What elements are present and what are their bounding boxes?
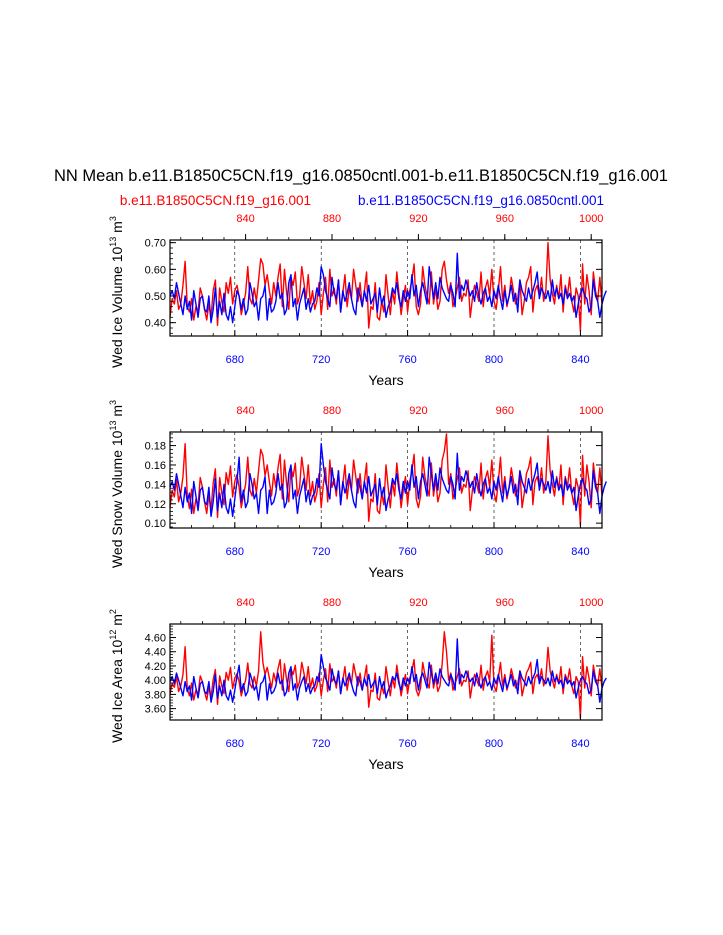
- x-tick-label-top: 1000: [579, 405, 603, 417]
- x-tick-label-top: 840: [236, 213, 254, 225]
- chart-panel-3: 3.60 3.80 4.00 4.20 4.40 4.60 680 720 760 800 840 8…: [108, 597, 607, 772]
- x-tick-label-bottom: 680: [226, 354, 244, 366]
- series-line-red: [169, 241, 603, 332]
- series-line-red: [169, 433, 603, 526]
- y-axis-label-ylabel: Wed Ice Volume 10: [109, 247, 125, 368]
- y-axis-label: Wed Ice Volume 1013 m3: [108, 216, 125, 368]
- x-tick-label-top: 920: [409, 213, 427, 225]
- y-axis-label-ylabel-sup: 12: [108, 630, 118, 640]
- x-tick-label-top: 960: [496, 213, 514, 225]
- x-tick-label-top: 960: [496, 597, 514, 609]
- x-tick-label-top: 840: [236, 597, 254, 609]
- x-tick-label-top: 880: [323, 213, 341, 225]
- x-axis-label: Years: [368, 372, 403, 388]
- legend-red-label: b.e11.B1850C5CN.f19_g16.001: [120, 193, 311, 208]
- x-tick-label-top: 920: [409, 597, 427, 609]
- y-tick-label: 0.12: [145, 499, 166, 511]
- x-tick-label-top: 920: [409, 405, 427, 417]
- series-line-blue: [169, 638, 607, 703]
- y-axis-label-ylabel: Wed Ice Area 10: [109, 639, 125, 742]
- x-tick-label-bottom: 760: [398, 546, 416, 558]
- x-tick-label-bottom: 800: [485, 738, 503, 750]
- y-tick-label: 0.14: [145, 479, 166, 491]
- x-tick-label-bottom: 720: [312, 738, 330, 750]
- x-tick-label-bottom: 840: [571, 354, 589, 366]
- x-tick-label-top: 1000: [579, 597, 603, 609]
- y-axis-label-ylabel-unit-sup: 3: [108, 400, 118, 405]
- x-tick-label-bottom: 840: [571, 738, 589, 750]
- y-axis-label-ylabel-unit: m: [109, 221, 125, 237]
- figure-title: NN Mean b.e11.B1850C5CN.f19_g16.0850cntl…: [54, 167, 668, 185]
- y-tick-label: 0.40: [145, 318, 166, 330]
- chart-panel-2: 0.10 0.12 0.14 0.16 0.18 680 720 760 800 840 840 88…: [108, 400, 607, 580]
- y-axis-label: Wed Snow Volume 1013 m3: [108, 400, 125, 568]
- x-tick-label-bottom: 760: [398, 354, 416, 366]
- y-axis-label-ylabel-sup: 13: [108, 237, 118, 247]
- x-tick-label-bottom: 800: [485, 546, 503, 558]
- x-tick-label-top: 840: [236, 405, 254, 417]
- x-tick-label-bottom: 760: [398, 738, 416, 750]
- x-tick-label-top: 880: [323, 597, 341, 609]
- y-tick-label: 0.18: [145, 441, 166, 453]
- x-tick-label-top: 880: [323, 405, 341, 417]
- series-line-red: [169, 631, 603, 719]
- x-axis-label: Years: [368, 564, 403, 580]
- chart-panel-1: 0.40 0.50 0.60 0.70 680 720 760 800 840 840 880 920…: [108, 213, 607, 388]
- y-tick-label: 0.50: [145, 291, 166, 303]
- y-tick-label: 3.80: [145, 689, 166, 701]
- x-tick-label-top: 1000: [579, 213, 603, 225]
- legend-blue-label: b.e11.B1850C5CN.f19_g16.0850cntl.001: [358, 193, 604, 208]
- y-tick-label: 0.16: [145, 460, 166, 472]
- chart-panels: 0.40 0.50 0.60 0.70 680 720 760 800 840 840 880 920…: [108, 213, 607, 772]
- y-tick-label: 4.20: [145, 661, 166, 673]
- y-tick-label: 4.40: [145, 647, 166, 659]
- x-tick-label-bottom: 680: [226, 546, 244, 558]
- series-line-blue: [169, 252, 607, 324]
- y-axis-label-ylabel: Wed Snow Volume 10: [109, 430, 125, 568]
- x-tick-label-bottom: 720: [312, 546, 330, 558]
- y-axis-label-ylabel-unit-sup: 2: [108, 609, 118, 614]
- y-tick-label: 4.00: [145, 675, 166, 687]
- y-axis-label-ylabel-unit-sup: 3: [108, 216, 118, 221]
- x-axis-label: Years: [368, 756, 403, 772]
- x-tick-label-bottom: 720: [312, 354, 330, 366]
- y-axis-label: Wed Ice Area 1012 m2: [108, 609, 125, 743]
- y-tick-label: 0.70: [145, 238, 166, 250]
- y-axis-label-ylabel-sup: 13: [108, 421, 118, 431]
- y-axis-label-ylabel-unit: m: [109, 614, 125, 630]
- y-tick-label: 0.10: [145, 518, 166, 530]
- y-axis-label-ylabel-unit: m: [109, 405, 125, 421]
- x-tick-label-bottom: 800: [485, 354, 503, 366]
- x-tick-label-bottom: 840: [571, 546, 589, 558]
- y-tick-label: 0.60: [145, 264, 166, 276]
- y-tick-label: 3.60: [145, 704, 166, 716]
- x-tick-label-bottom: 680: [226, 738, 244, 750]
- y-tick-label: 4.60: [145, 633, 166, 645]
- x-tick-label-top: 960: [496, 405, 514, 417]
- series-line-blue: [169, 442, 607, 518]
